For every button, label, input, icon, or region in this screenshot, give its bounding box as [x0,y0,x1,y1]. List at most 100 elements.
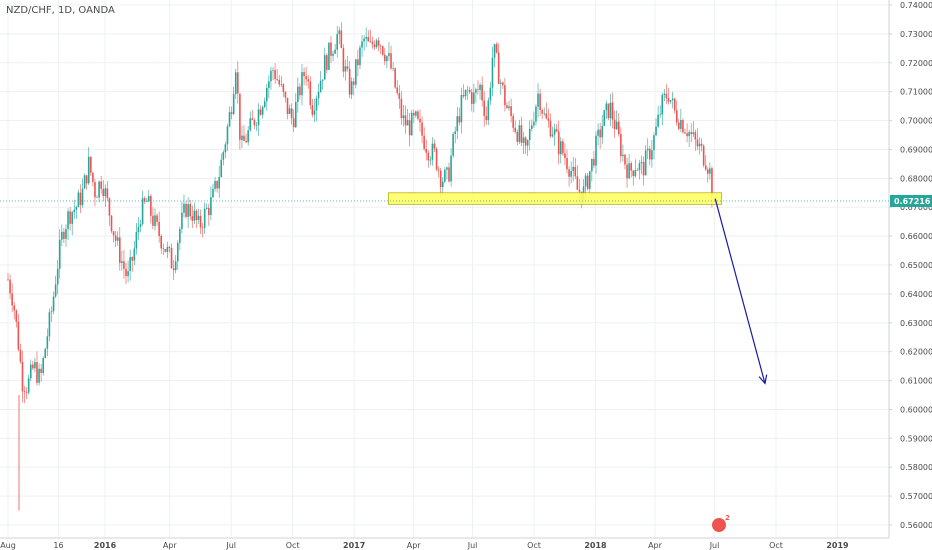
candle-body [475,89,477,93]
candle-body [98,181,100,198]
candle-body [555,129,558,132]
candle-body [367,37,370,42]
candle-body [313,110,316,115]
candle-body [444,169,446,182]
candle-body [404,115,407,126]
candle-body [630,163,632,171]
candle-body [468,90,471,93]
y-tick-label: 0.60000 [900,405,932,414]
candle-body [191,216,194,221]
candle-body [226,126,229,145]
candle-body [702,145,705,166]
candle-body [257,109,260,126]
candle-body [609,102,612,119]
y-tick-label: 0.74000 [900,1,932,10]
candle-body [649,148,651,160]
candle-body [145,201,148,203]
candle-body [499,82,502,84]
candle-body [470,92,473,104]
candle-body [574,166,577,177]
candle-body [545,113,548,119]
candle-body [197,215,200,220]
candle-body [665,93,668,99]
candle-body [34,362,36,369]
candle-body [189,204,191,217]
forecast-arrow-line [714,198,766,384]
candle-body [412,112,415,116]
candle-body [299,86,301,96]
candle-body [160,236,163,249]
y-tick-label: 0.71000 [900,88,932,97]
candle-body [682,120,684,133]
candle-body [220,159,223,178]
candle-body [77,192,80,208]
candle-body [690,132,693,135]
candle-body [398,93,401,99]
candle-body [543,113,546,115]
candle-body [332,53,334,56]
candle-body [653,135,655,151]
candle-body [36,362,38,383]
candle-body [454,131,457,134]
candle-body [632,170,635,177]
candle-body [510,106,512,117]
candle-body [593,158,595,166]
candle-body [230,112,233,114]
candle-body [222,152,225,160]
candle-body [700,143,703,146]
candle-body [396,87,399,94]
candle-body [102,188,105,197]
candle-body [365,37,367,39]
candle-body [305,76,307,80]
candle-body [651,150,653,160]
candle-body [266,87,268,102]
candle-body [216,180,218,189]
candle-body [417,111,419,119]
candle-body [551,134,554,137]
candle-body [603,110,606,126]
candle-body [388,53,390,57]
candle-body [328,42,330,70]
candle-body [255,125,258,126]
y-tick-label: 0.67000 [900,203,932,212]
candle-body [495,44,498,53]
candle-body [591,158,593,172]
candle-body [456,116,459,132]
candle-body [452,133,454,156]
candle-body [127,271,129,277]
candle-body [75,207,78,210]
candle-body [212,188,214,198]
candle-body [526,140,529,146]
candle-body [205,207,208,209]
y-tick-label: 0.64000 [900,290,932,299]
candle-body [421,122,423,136]
candle-body [512,116,514,128]
candle-body [121,261,123,263]
candle-body [663,93,666,95]
candle-body [234,72,237,95]
candle-body [400,98,403,119]
forecast-arrow-head [758,374,768,385]
candle-body [595,135,597,166]
candle-body [63,231,65,239]
candle-body [195,210,198,220]
candle-body [446,167,448,170]
candle-body [61,231,63,240]
candle-body [518,125,521,142]
candle-body [119,237,121,263]
candle-body [429,159,432,161]
candle-body [481,84,483,101]
candle-body [272,70,274,71]
candle-body [268,81,270,88]
candle-body [698,143,701,147]
candle-body [168,246,171,248]
last-price-label: 0.67216 [894,197,931,206]
candle-body [276,79,278,80]
candle-body [58,239,61,269]
candle-body [493,44,496,58]
candle-body [508,106,510,109]
candle-body [355,59,357,85]
candle-body [261,107,264,115]
y-tick-label: 0.56000 [900,521,932,530]
candle-body [83,175,86,189]
